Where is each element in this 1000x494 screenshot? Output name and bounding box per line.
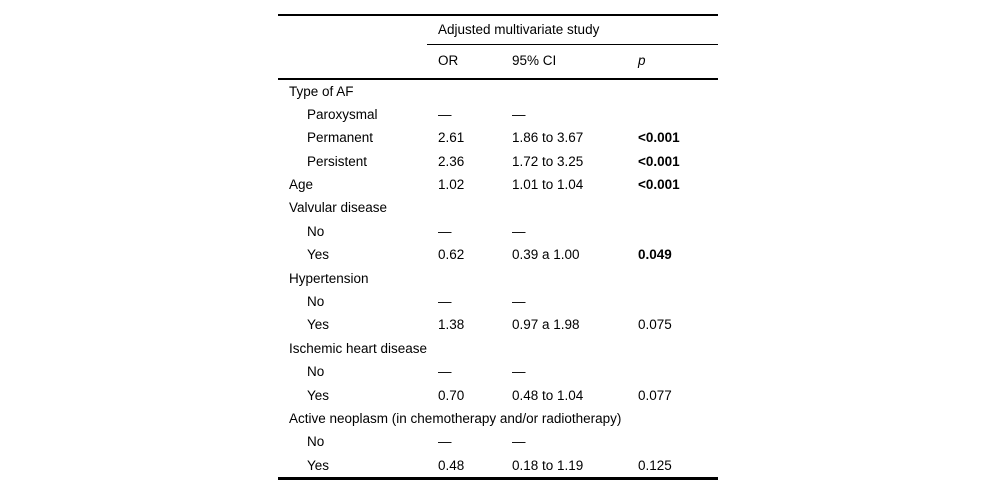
ci-value: —	[512, 364, 526, 380]
ci-value: —	[512, 106, 526, 122]
table-row: No — —	[278, 290, 718, 313]
or-value: 2.61	[438, 130, 465, 146]
row-label: Persistent	[307, 153, 368, 169]
table-spanner-row: Adjusted multivariate study	[278, 16, 718, 45]
p-value: 0.075	[638, 317, 672, 333]
table-row: No — —	[278, 360, 718, 383]
ci-value: 1.72 to 3.25	[512, 153, 584, 169]
or-value: 1.02	[438, 177, 465, 193]
table-body: Type of AF Paroxysmal — — Permanent 2.61 1.86 …	[278, 80, 718, 478]
p-value: 0.077	[638, 387, 672, 403]
or-value: —	[438, 223, 452, 239]
ci-value: 0.18 to 1.19	[512, 457, 584, 473]
column-header-p: p	[638, 53, 646, 69]
table-row: No — —	[278, 220, 718, 243]
header-bottom-rule	[278, 77, 718, 80]
ci-value: 1.86 to 3.67	[512, 130, 584, 146]
or-value: —	[438, 434, 452, 450]
multivariate-table: Adjusted multivariate study OR 95% CI p …	[278, 14, 718, 480]
or-value: —	[438, 294, 452, 310]
row-label: Type of AF	[289, 83, 354, 99]
table-row: Yes 0.62 0.39 a 1.00 0.049	[278, 243, 718, 266]
or-value: 0.62	[438, 247, 465, 263]
table-row: Age 1.02 1.01 to 1.04 <0.001	[278, 173, 718, 196]
table-row: Yes 0.48 0.18 to 1.19 0.125	[278, 454, 718, 477]
p-value: <0.001	[638, 177, 680, 193]
ci-value: 0.97 a 1.98	[512, 317, 580, 333]
table-row: Active neoplasm (in chemotherapy and/or …	[278, 407, 718, 430]
table-row: Ischemic heart disease	[278, 337, 718, 360]
p-value: <0.001	[638, 153, 680, 169]
column-header-or: OR	[438, 53, 459, 69]
ci-value: 0.48 to 1.04	[512, 387, 584, 403]
table-row: Hypertension	[278, 267, 718, 290]
spanner-title: Adjusted multivariate study	[438, 21, 600, 37]
row-label: Valvular disease	[289, 200, 388, 216]
row-label: No	[307, 223, 325, 239]
ci-value: 1.01 to 1.04	[512, 177, 584, 193]
row-label: No	[307, 364, 325, 380]
row-label: Yes	[307, 247, 330, 263]
table-row: No — —	[278, 430, 718, 453]
row-label: Paroxysmal	[307, 106, 378, 122]
table-row: Paroxysmal — —	[278, 103, 718, 126]
row-label: Yes	[307, 387, 330, 403]
row-label: Hypertension	[289, 270, 369, 286]
or-value: 2.36	[438, 153, 465, 169]
table-row: Valvular disease	[278, 197, 718, 220]
row-label: Active neoplasm (in chemotherapy and/or …	[289, 411, 622, 426]
ci-value: —	[512, 294, 526, 310]
table-row: Permanent 2.61 1.86 to 3.67 <0.001	[278, 126, 718, 149]
or-value: 0.48	[438, 457, 465, 473]
row-label: No	[307, 294, 325, 310]
row-label: No	[307, 434, 325, 450]
table-row: Yes 1.38 0.97 a 1.98 0.075	[278, 314, 718, 337]
table-row: Persistent 2.36 1.72 to 3.25 <0.001	[278, 150, 718, 173]
row-label: Permanent	[307, 130, 374, 146]
or-value: —	[438, 106, 452, 122]
ci-value: —	[512, 223, 526, 239]
p-value: <0.001	[638, 130, 680, 146]
table-top-rule	[278, 14, 718, 16]
table-row: Yes 0.70 0.48 to 1.04 0.077	[278, 384, 718, 407]
p-value: 0.125	[638, 457, 672, 473]
or-value: —	[438, 364, 452, 380]
ci-value: —	[512, 434, 526, 450]
or-value: 0.70	[438, 387, 465, 403]
p-value: 0.049	[638, 247, 672, 263]
ci-value: 0.39 a 1.00	[512, 247, 580, 263]
table-row: Type of AF	[278, 80, 718, 103]
spanner-cell: Adjusted multivariate study	[427, 16, 718, 45]
or-value: 1.38	[438, 317, 465, 333]
row-label: Ischemic heart disease	[289, 340, 428, 356]
table-column-header-row: OR 95% CI p	[278, 45, 718, 78]
column-header-ci: 95% CI	[512, 53, 557, 69]
row-label: Yes	[307, 317, 330, 333]
row-label: Age	[289, 177, 314, 193]
table-bottom-rule	[278, 477, 718, 480]
row-label: Yes	[307, 457, 330, 473]
